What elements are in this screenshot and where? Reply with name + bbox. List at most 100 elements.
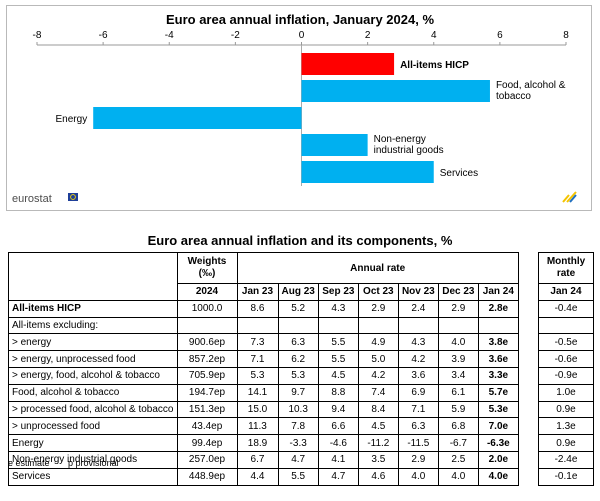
monthly-rate-table: Monthly rate Jan 24 -0.4e -0.5e -0.6e -0.9e 1.… xyxy=(538,252,594,486)
rate-cell: 7.0e xyxy=(477,417,519,436)
table-row: Food, alcohol & tobacco 194.7ep 14.1 9.7 8.8… xyxy=(8,383,519,402)
weight-cell xyxy=(176,316,238,335)
x-tick-label: 4 xyxy=(431,30,437,41)
table-row: -0.9e xyxy=(538,366,594,385)
bar-category-label: Services xyxy=(440,168,478,179)
weight-cell: 194.7ep xyxy=(176,383,238,402)
table-row: Services 448.9ep 4.4 5.5 4.7 4.6 4.0 4.0 4.0e xyxy=(8,467,519,486)
row-label: Food, alcohol & tobacco xyxy=(8,383,178,402)
weights-year-header: 2024 xyxy=(176,283,238,301)
x-tick-label: 2 xyxy=(365,30,371,41)
rate-cell: 3.8e xyxy=(477,333,519,352)
rate-cell: 5.9 xyxy=(437,400,479,419)
monthly-month-header: Jan 24 xyxy=(538,283,594,301)
table-row: > unprocessed food 43.4ep 11.3 7.8 6.6 4.5 6.3… xyxy=(8,417,519,436)
weight-cell: 151.3ep xyxy=(176,400,238,419)
month-header: Aug 23 xyxy=(277,283,319,301)
bar xyxy=(301,80,490,102)
rate-cell: 4.0 xyxy=(437,333,479,352)
table-row: 0.9e xyxy=(538,434,594,452)
rate-cell: 2.5 xyxy=(437,450,479,469)
rate-cell: 6.1 xyxy=(437,383,479,402)
monthly-rate-cell: 0.9e xyxy=(538,434,594,452)
rate-cell: 5.2 xyxy=(277,299,319,318)
row-label: All-items excluding: xyxy=(8,316,178,335)
rate-cell: 2.8e xyxy=(477,299,519,318)
monthly-rate-cell: -0.6e xyxy=(538,350,594,368)
rate-cell xyxy=(477,316,519,335)
rate-cell: -4.6 xyxy=(317,434,359,452)
table-row: 1.0e xyxy=(538,383,594,402)
rate-cell: 6.6 xyxy=(317,417,359,436)
rate-cell: 4.3 xyxy=(317,299,359,318)
rate-cell: 11.3 xyxy=(236,417,279,436)
weight-cell: 448.9ep xyxy=(176,467,238,486)
rate-cell: 7.8 xyxy=(277,417,319,436)
bar-category-label: tobacco xyxy=(496,91,531,102)
rate-cell: 5.5 xyxy=(317,333,359,352)
monthly-rate-cell: 0.9e xyxy=(538,400,594,419)
rate-cell: 2.0e xyxy=(477,450,519,469)
inflation-components-table: Weights (‰) Annual rate 2024 Jan 23 Aug 23 Se… xyxy=(8,252,519,486)
rate-cell: 6.3 xyxy=(277,333,319,352)
month-header: Sep 23 xyxy=(317,283,359,301)
table-row: -0.5e xyxy=(538,333,594,352)
row-label: > unprocessed food xyxy=(8,417,178,436)
x-tick-label: 8 xyxy=(563,30,569,41)
rate-cell: 3.3e xyxy=(477,366,519,385)
table-row: -0.6e xyxy=(538,350,594,368)
weight-cell: 99.4ep xyxy=(176,434,238,452)
rate-cell: -6.3e xyxy=(477,434,519,452)
rate-cell: 4.0e xyxy=(477,467,519,486)
rate-cell: 6.8 xyxy=(437,417,479,436)
table-header-row: Weights (‰) Annual rate xyxy=(8,252,519,301)
note-provisional: p provisional xyxy=(68,458,119,468)
rate-cell: 18.9 xyxy=(236,434,279,452)
rate-cell: 4.1 xyxy=(317,450,359,469)
rate-cell: -6.7 xyxy=(437,434,479,452)
month-header: Dec 23 xyxy=(437,283,479,301)
table-row: > energy, food, alcohol & tobacco 705.9ep… xyxy=(8,366,519,385)
table-row: All-items HICP 1000.0 8.6 5.2 4.3 2.9 2.4 2.9 2.… xyxy=(8,299,519,318)
monthly-rate-cell: 1.3e xyxy=(538,417,594,436)
rate-cell: 5.7e xyxy=(477,383,519,402)
rate-cell: 4.0 xyxy=(397,467,439,486)
rate-cell: 15.0 xyxy=(236,400,279,419)
rate-cell: 5.0 xyxy=(357,350,399,368)
row-label: > energy, food, alcohol & tobacco xyxy=(8,366,178,385)
row-label: > processed food, alcohol & tobacco xyxy=(8,400,178,419)
month-header: Jan 23 xyxy=(236,283,279,301)
rate-cell: 14.1 xyxy=(236,383,279,402)
rate-cell xyxy=(317,316,359,335)
rate-cell: 7.3 xyxy=(236,333,279,352)
rate-cell: 3.4 xyxy=(437,366,479,385)
month-header: Nov 23 xyxy=(397,283,439,301)
table-row: -0.1e xyxy=(538,467,594,486)
monthly-rate-cell: -0.1e xyxy=(538,467,594,486)
table-row: 1.3e xyxy=(538,417,594,436)
rate-cell: 9.7 xyxy=(277,383,319,402)
monthly-rate-cell: -0.4e xyxy=(538,299,594,318)
monthly-rate-cell xyxy=(538,316,594,335)
rate-cell: -11.2 xyxy=(357,434,399,452)
rate-cell: 5.5 xyxy=(317,350,359,368)
monthly-rate-cell: -2.4e xyxy=(538,450,594,469)
row-label: Energy xyxy=(8,434,178,452)
rate-cell xyxy=(397,316,439,335)
bar-category-label: All-items HICP xyxy=(400,60,469,71)
table-row: > energy, unprocessed food 857.2ep 7.1 6.2 5… xyxy=(8,350,519,368)
table-header-row: Jan 24 xyxy=(538,283,594,301)
rate-cell: 7.4 xyxy=(357,383,399,402)
rate-cell: 6.9 xyxy=(397,383,439,402)
table-title: Euro area annual inflation and its compo… xyxy=(147,233,453,248)
weights-header: Weights (‰) xyxy=(176,252,238,284)
rate-cell xyxy=(277,316,319,335)
bar-category-label: Food, alcohol & xyxy=(496,80,566,91)
table-row: -0.4e xyxy=(538,299,594,318)
table-row: > processed food, alcohol & tobacco 151.3… xyxy=(8,400,519,419)
month-header: Oct 23 xyxy=(357,283,399,301)
monthly-rate-header: Monthly rate xyxy=(538,252,594,284)
bar xyxy=(93,107,302,129)
table-row xyxy=(538,316,594,335)
eu-flag-icon xyxy=(68,193,78,201)
